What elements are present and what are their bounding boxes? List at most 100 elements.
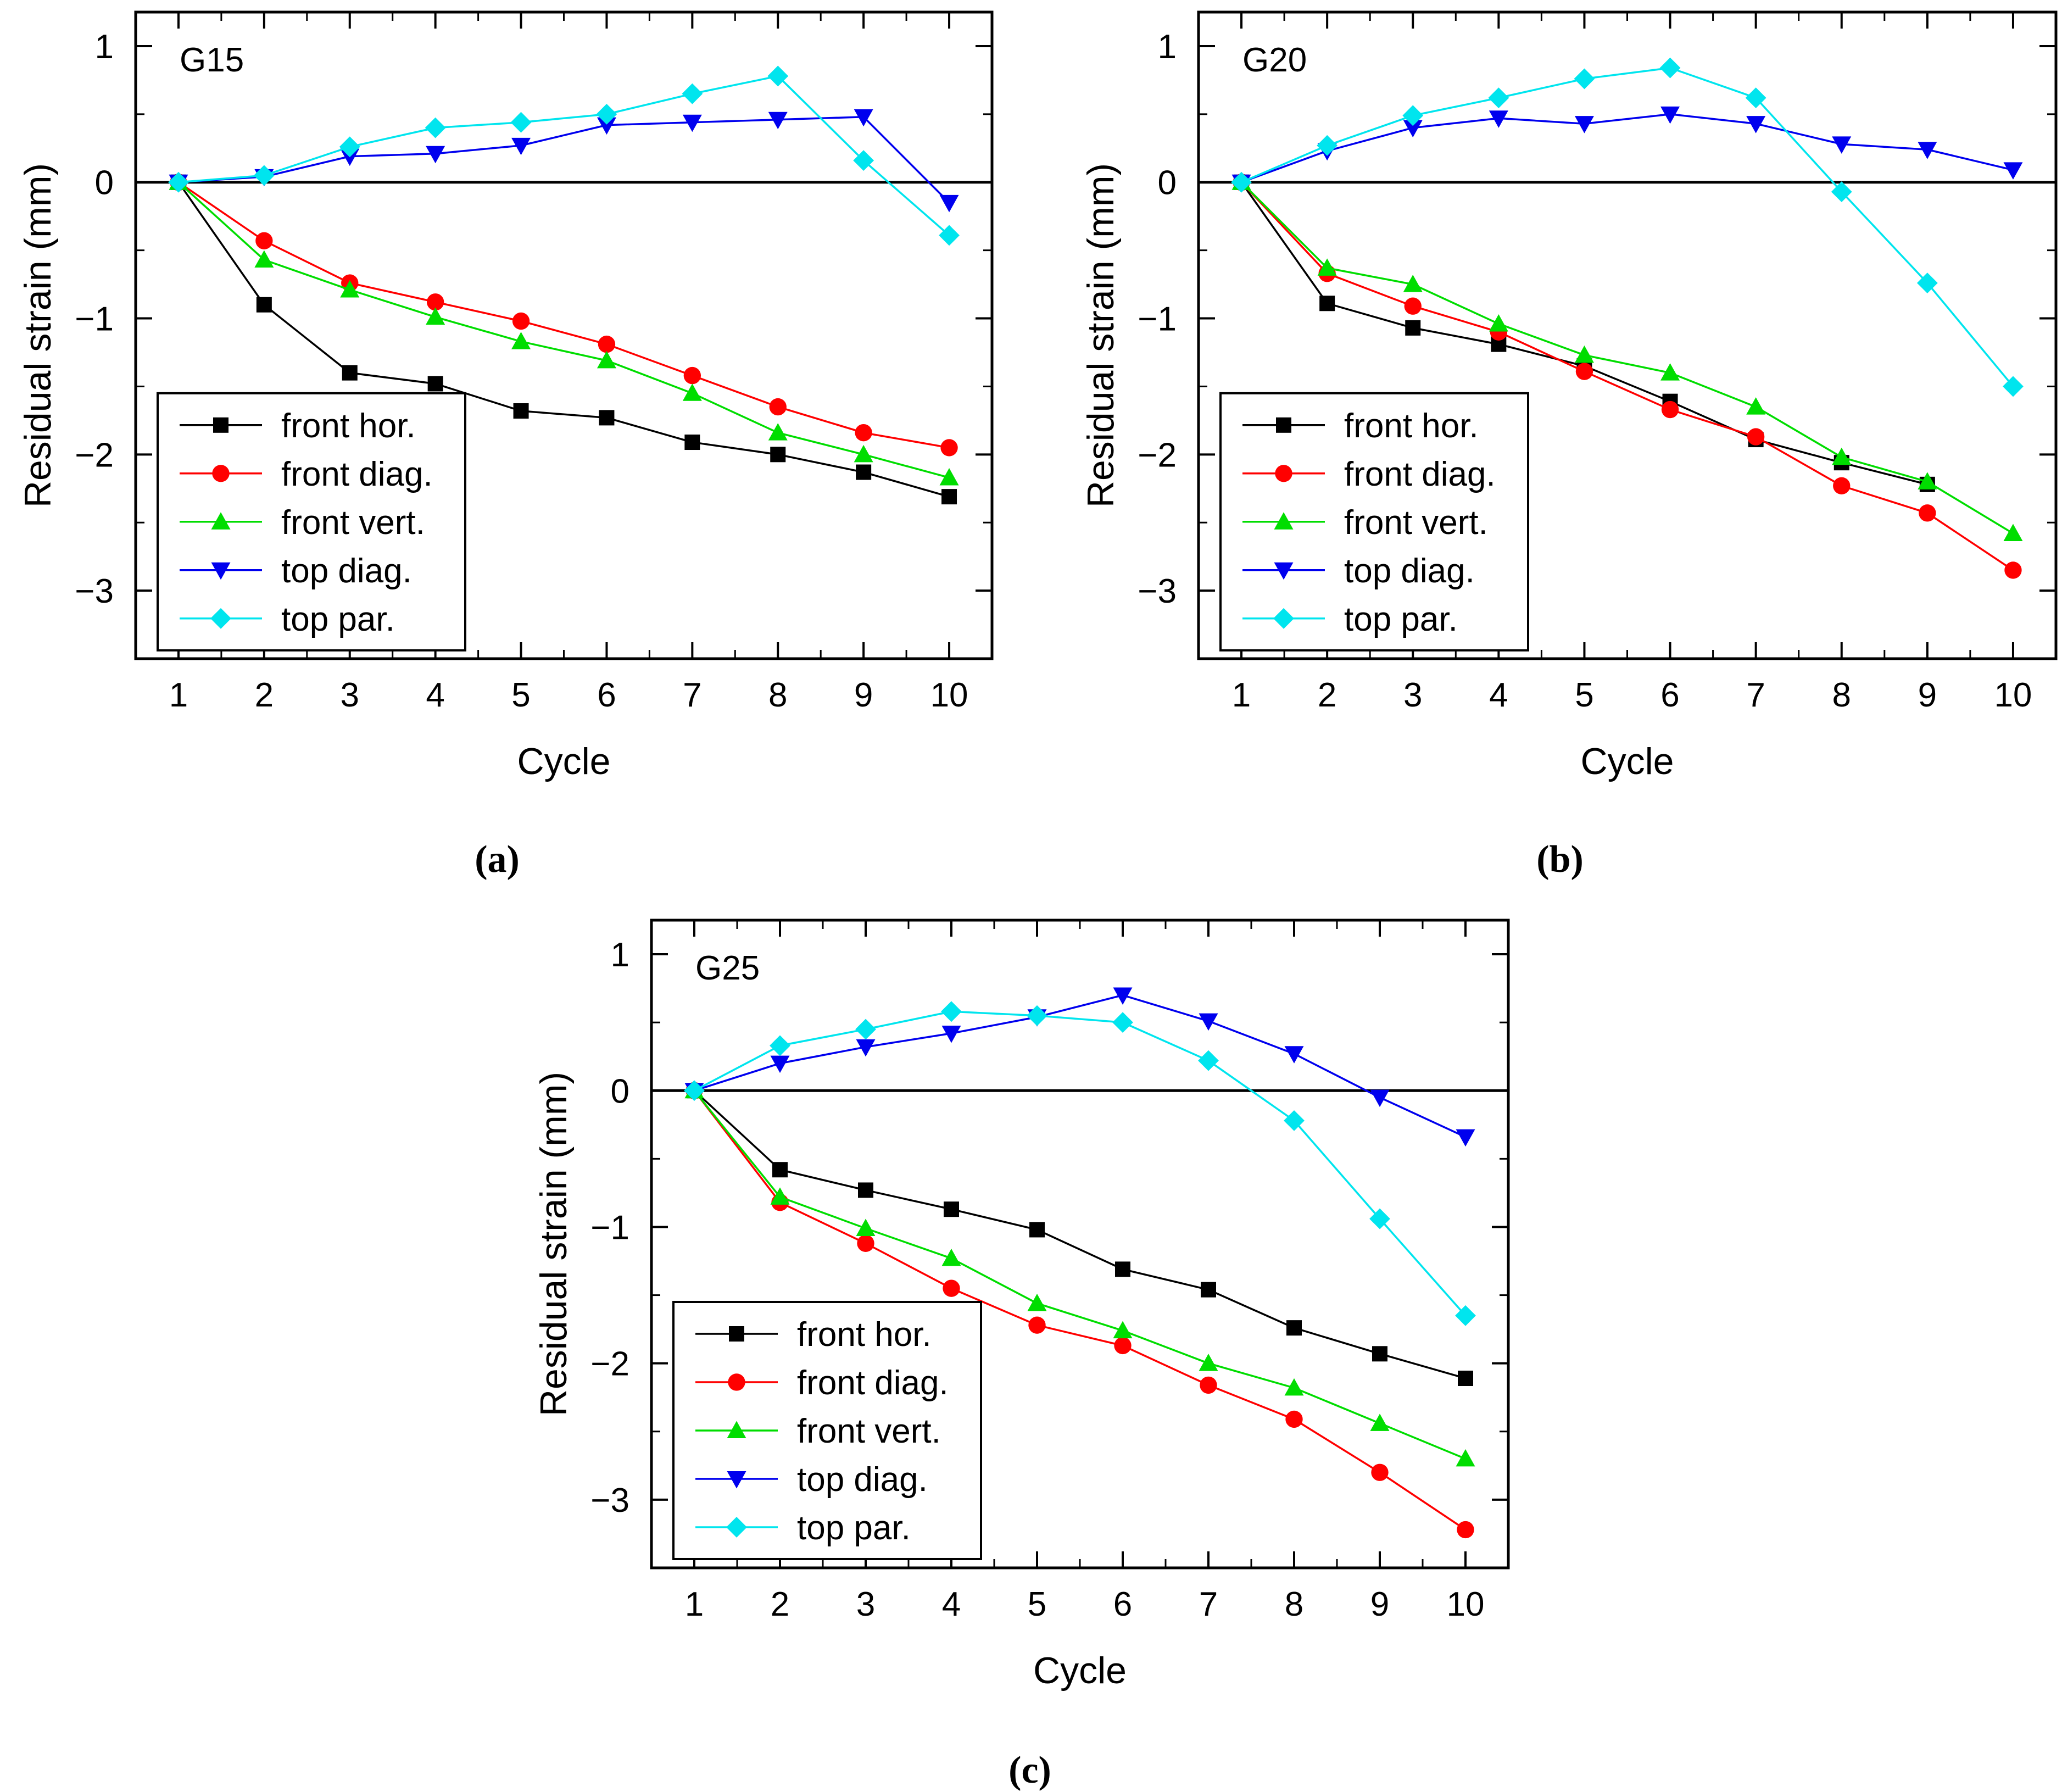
data-point (597, 117, 616, 135)
data-point (426, 293, 444, 311)
data-point (339, 136, 360, 158)
data-point (1916, 272, 1938, 294)
data-point (854, 444, 873, 463)
series-line (177, 181, 950, 449)
data-point (1831, 181, 1852, 202)
legend-marker (1273, 608, 1294, 629)
data-point (683, 366, 701, 385)
data-point (1747, 428, 1765, 446)
data-point (1832, 136, 1852, 154)
data-point (856, 464, 872, 480)
specimen-annotation: G25 (695, 949, 760, 987)
data-point (770, 447, 786, 463)
legend-label: top par. (1344, 600, 1458, 638)
data-point (513, 403, 529, 419)
series-top-par (1231, 57, 2024, 397)
x-axis-title: Cycle (1033, 1650, 1127, 1691)
data-point (340, 148, 360, 166)
series-line (694, 1010, 1467, 1316)
data-point (682, 114, 702, 132)
y-tick-label: 0 (611, 1072, 629, 1110)
x-tick-label: 1 (169, 676, 188, 714)
data-point (1575, 363, 1593, 380)
legend-marker (1274, 512, 1294, 530)
data-point (1403, 120, 1423, 138)
data-point (855, 1019, 876, 1040)
x-tick-label: 8 (768, 676, 787, 714)
specimen-annotation: G20 (1242, 41, 1307, 79)
series-line (694, 994, 1466, 1138)
data-point (1574, 345, 1594, 363)
data-point (427, 376, 443, 392)
data-point (1919, 504, 1936, 522)
legend-marker (1274, 562, 1294, 580)
x-tick-label: 3 (1403, 676, 1422, 714)
y-tick-label: 1 (611, 936, 629, 974)
data-point (1199, 1354, 1218, 1371)
data-point (856, 1218, 876, 1236)
data-point (2003, 376, 2024, 397)
legend-label: front vert. (1344, 504, 1488, 542)
data-point (1113, 987, 1133, 1005)
x-tick-label: 3 (341, 676, 359, 714)
series-line (177, 181, 950, 498)
data-point (1458, 1370, 1473, 1386)
data-point (1489, 110, 1508, 128)
legend-label: top par. (281, 600, 395, 638)
legend-marker (726, 1517, 747, 1538)
data-point (342, 365, 358, 381)
data-point (510, 112, 532, 133)
data-point (255, 232, 273, 249)
data-point (1317, 258, 1337, 276)
data-point (1198, 1050, 1219, 1071)
data-point (684, 1080, 705, 1101)
data-point (596, 103, 617, 125)
y-tick-label: −2 (75, 436, 114, 474)
data-point (1659, 57, 1681, 79)
legend-marker (727, 1471, 746, 1489)
legend-marker (210, 608, 231, 629)
data-point (768, 423, 788, 441)
data-point (1370, 1089, 1390, 1108)
legend-label: front vert. (797, 1412, 941, 1450)
y-tick-label: −1 (1138, 300, 1177, 338)
data-point (1456, 1129, 1475, 1147)
data-point (768, 112, 788, 130)
data-point (426, 307, 445, 325)
y-tick-label: 0 (95, 164, 114, 202)
x-tick-label: 7 (683, 676, 701, 714)
data-point (1027, 1293, 1047, 1311)
x-tick-label: 1 (685, 1585, 704, 1623)
x-axis-title: Cycle (1580, 741, 1674, 782)
data-point (939, 225, 960, 246)
legend: front hor. front diag. front vert. top diag… (672, 1300, 982, 1560)
data-point (426, 146, 445, 164)
data-point (511, 137, 531, 155)
series-line (1240, 181, 2014, 535)
data-point (1114, 1337, 1132, 1355)
data-point (1319, 296, 1335, 311)
x-tick-label: 9 (854, 676, 873, 714)
data-point (855, 424, 872, 442)
data-point (1231, 171, 1252, 193)
data-point (1660, 363, 1680, 381)
data-point (940, 439, 958, 457)
series-line (693, 1089, 1466, 1379)
x-tick-label: 10 (930, 676, 968, 714)
legend-label: top diag. (797, 1461, 928, 1499)
data-point (1918, 142, 1937, 159)
data-point (1284, 1110, 1305, 1131)
data-point (1746, 116, 1766, 133)
x-tick-label: 6 (1113, 1585, 1132, 1623)
data-point (770, 1035, 790, 1056)
x-tick-label: 5 (1575, 676, 1593, 714)
y-tick-label: −2 (590, 1345, 629, 1383)
series-top-par (684, 1001, 1476, 1326)
data-point (512, 312, 530, 330)
series-line (1241, 113, 2014, 183)
data-point (1404, 297, 1422, 315)
legend-label: front vert. (281, 504, 425, 542)
y-tick-label: 0 (1158, 164, 1177, 202)
